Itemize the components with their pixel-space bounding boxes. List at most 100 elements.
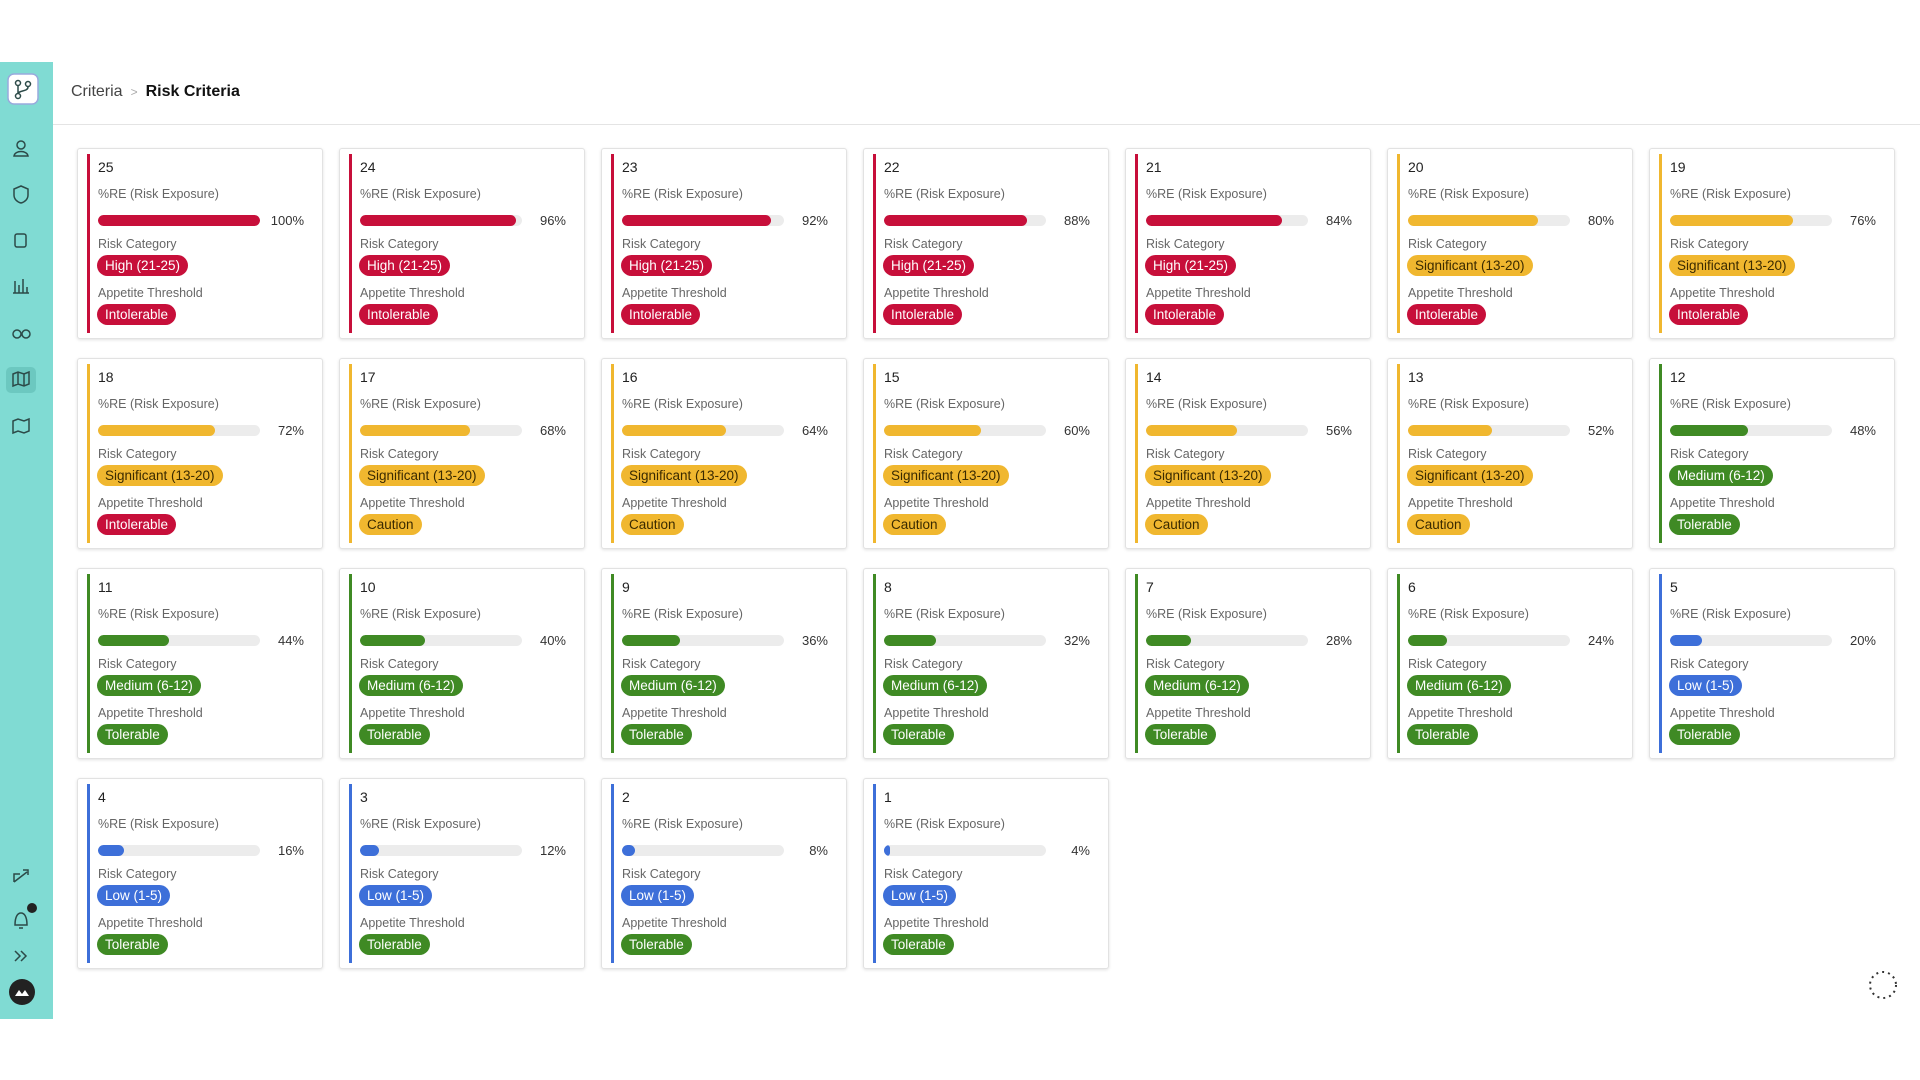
nav-users[interactable] — [13, 140, 29, 157]
threshold-badge: Intolerable — [359, 304, 439, 325]
risk-card[interactable]: 13 %RE (Risk Exposure) 52% Risk Category Sig… — [1387, 358, 1633, 549]
exposure-track — [98, 215, 260, 226]
exposure-value: 24% — [1587, 633, 1614, 648]
exposure-value: 12% — [539, 843, 566, 858]
exposure-track — [1408, 635, 1570, 646]
risk-card[interactable]: 9 %RE (Risk Exposure) 36% Risk Category Medi… — [601, 568, 847, 759]
exposure-value: 36% — [801, 633, 828, 648]
risk-card[interactable]: 14 %RE (Risk Exposure) 56% Risk Category Sig… — [1125, 358, 1371, 549]
exposure-bar — [1408, 635, 1447, 646]
breadcrumb-parent[interactable]: Criteria — [71, 83, 123, 100]
risk-card[interactable]: 23 %RE (Risk Exposure) 92% Risk Category Hig… — [601, 148, 847, 339]
card-number: 2 — [622, 789, 630, 805]
risk-card[interactable]: 7 %RE (Risk Exposure) 28% Risk Category Medi… — [1125, 568, 1371, 759]
threshold-badge: Tolerable — [97, 724, 168, 745]
risk-card[interactable]: 25 %RE (Risk Exposure) 100% Risk Category Hi… — [77, 148, 323, 339]
card-number: 17 — [360, 369, 376, 385]
exposure-bar — [622, 845, 635, 856]
category-label: Risk Category — [622, 237, 701, 251]
category-badge: Significant (13-20) — [1669, 255, 1795, 276]
exposure-bar — [884, 215, 1027, 226]
category-label: Risk Category — [884, 237, 963, 251]
risk-card[interactable]: 6 %RE (Risk Exposure) 24% Risk Category Medi… — [1387, 568, 1633, 759]
exposure-bar — [360, 215, 516, 226]
nav-book[interactable] — [12, 417, 30, 435]
risk-card[interactable]: 11 %RE (Risk Exposure) 44% Risk Category Med… — [77, 568, 323, 759]
category-badge: Medium (6-12) — [621, 675, 725, 696]
category-badge: Significant (13-20) — [883, 465, 1009, 486]
risk-card[interactable]: 1 %RE (Risk Exposure) 4% Risk Category Low (… — [863, 778, 1109, 969]
risk-card[interactable]: 15 %RE (Risk Exposure) 60% Risk Category Sig… — [863, 358, 1109, 549]
category-badge: Medium (6-12) — [1669, 465, 1773, 486]
threshold-label: Appetite Threshold — [884, 916, 989, 930]
nav-chart[interactable] — [13, 279, 29, 294]
nav-loop[interactable] — [12, 329, 31, 339]
category-label: Risk Category — [98, 867, 177, 881]
risk-card[interactable]: 17 %RE (Risk Exposure) 68% Risk Category Sig… — [339, 358, 585, 549]
exposure-label: %RE (Risk Exposure) — [1146, 397, 1267, 411]
user-avatar[interactable] — [9, 979, 35, 1005]
nav-shield[interactable] — [13, 185, 29, 204]
risk-card[interactable]: 5 %RE (Risk Exposure) 20% Risk Category Low … — [1649, 568, 1895, 759]
exposure-label: %RE (Risk Exposure) — [884, 817, 1005, 831]
card-number: 10 — [360, 579, 376, 595]
category-badge: Low (1-5) — [359, 885, 433, 906]
exposure-value: 68% — [539, 423, 566, 438]
risk-card[interactable]: 19 %RE (Risk Exposure) 76% Risk Category Sig… — [1649, 148, 1895, 339]
threshold-badge: Tolerable — [1145, 724, 1216, 745]
category-label: Risk Category — [622, 867, 701, 881]
exposure-value: 84% — [1325, 213, 1352, 228]
exposure-bar — [98, 215, 260, 226]
exposure-bar — [1146, 635, 1192, 646]
risk-card[interactable]: 22 %RE (Risk Exposure) 88% Risk Category Hig… — [863, 148, 1109, 339]
risk-card[interactable]: 3 %RE (Risk Exposure) 12% Risk Category Low … — [339, 778, 585, 969]
threshold-label: Appetite Threshold — [98, 706, 203, 720]
nav-notifications[interactable] — [14, 912, 28, 929]
risk-card[interactable]: 18 %RE (Risk Exposure) 72% Risk Category Sig… — [77, 358, 323, 549]
risk-card[interactable]: 12 %RE (Risk Exposure) 48% Risk Category Med… — [1649, 358, 1895, 549]
risk-card[interactable]: 10 %RE (Risk Exposure) 40% Risk Category Med… — [339, 568, 585, 759]
nav-map[interactable] — [12, 370, 30, 388]
card-number: 13 — [1408, 369, 1424, 385]
nav-expand[interactable] — [14, 950, 28, 962]
exposure-bar — [622, 425, 726, 436]
nav-share[interactable] — [13, 869, 29, 883]
risk-card[interactable]: 20 %RE (Risk Exposure) 80% Risk Category Sig… — [1387, 148, 1633, 339]
exposure-track — [1408, 425, 1570, 436]
card-number: 5 — [1670, 579, 1678, 595]
nav-docs[interactable] — [14, 233, 27, 248]
risk-card[interactable]: 16 %RE (Risk Exposure) 64% Risk Category Sig… — [601, 358, 847, 549]
exposure-track — [1670, 425, 1832, 436]
exposure-value: 44% — [277, 633, 304, 648]
exposure-value: 56% — [1325, 423, 1352, 438]
threshold-badge: Caution — [883, 514, 946, 535]
card-number: 11 — [98, 579, 113, 595]
threshold-badge: Tolerable — [621, 724, 692, 745]
risk-card[interactable]: 21 %RE (Risk Exposure) 84% Risk Category Hig… — [1125, 148, 1371, 339]
card-number: 3 — [360, 789, 368, 805]
risk-card[interactable]: 2 %RE (Risk Exposure) 8% Risk Category Low (… — [601, 778, 847, 969]
card-stripe — [1659, 154, 1662, 333]
threshold-label: Appetite Threshold — [884, 496, 989, 510]
card-stripe — [87, 154, 90, 333]
exposure-label: %RE (Risk Exposure) — [884, 397, 1005, 411]
card-stripe — [349, 784, 352, 963]
exposure-value: 88% — [1063, 213, 1090, 228]
home-button[interactable] — [7, 73, 39, 105]
exposure-value: 4% — [1071, 843, 1090, 858]
card-number: 25 — [98, 159, 114, 175]
threshold-badge: Intolerable — [1407, 304, 1487, 325]
exposure-value: 96% — [539, 213, 566, 228]
exposure-value: 80% — [1587, 213, 1614, 228]
exposure-label: %RE (Risk Exposure) — [1670, 187, 1791, 201]
risk-card[interactable]: 24 %RE (Risk Exposure) 96% Risk Category Hig… — [339, 148, 585, 339]
card-number: 24 — [360, 159, 376, 175]
topbar: Criteria > Risk Criteria — [53, 62, 1920, 125]
category-badge: Significant (13-20) — [1407, 255, 1533, 276]
card-stripe — [87, 574, 90, 753]
exposure-label: %RE (Risk Exposure) — [1146, 187, 1267, 201]
threshold-label: Appetite Threshold — [1408, 496, 1513, 510]
risk-card[interactable]: 4 %RE (Risk Exposure) 16% Risk Category Low … — [77, 778, 323, 969]
risk-card[interactable]: 8 %RE (Risk Exposure) 32% Risk Category Medi… — [863, 568, 1109, 759]
breadcrumb-current: Risk Criteria — [145, 83, 240, 100]
